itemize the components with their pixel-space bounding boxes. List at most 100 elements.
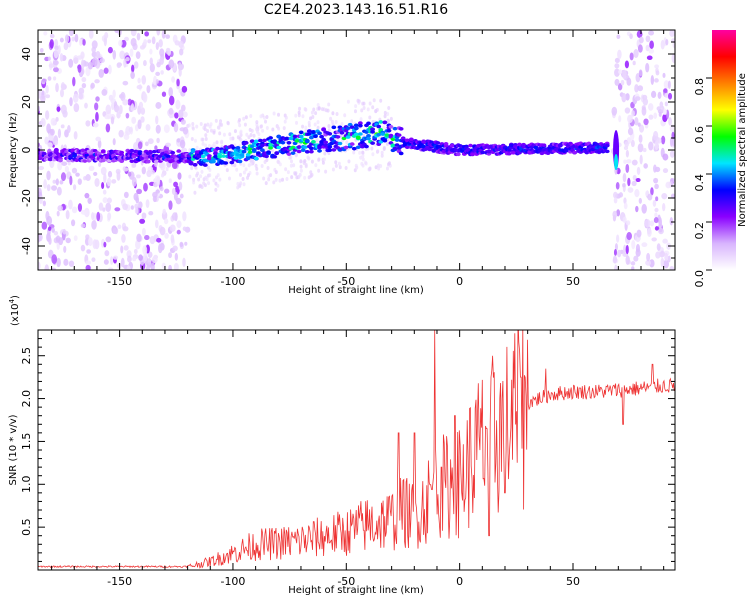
noise-blob — [168, 107, 174, 115]
halo-blob — [203, 127, 207, 132]
band-blob — [353, 126, 359, 130]
halo-blob — [387, 106, 391, 111]
colorbar-tick-label: 0.6 — [693, 126, 706, 144]
noise-blob — [172, 245, 178, 252]
band-blob — [304, 139, 310, 144]
band-blob — [286, 152, 292, 156]
noise-blob — [80, 59, 85, 70]
halo-blob — [340, 121, 344, 126]
noise-blob — [97, 139, 102, 149]
halo-blob — [382, 125, 386, 130]
halo-blob — [335, 111, 339, 116]
noise-blob — [81, 77, 87, 83]
noise-blob — [662, 153, 669, 161]
noise-blob — [159, 186, 164, 192]
noise-blob — [667, 92, 673, 100]
noise-blob — [85, 264, 91, 270]
band-blob — [339, 131, 345, 135]
noise-blob — [648, 48, 655, 54]
noise-blob — [60, 82, 66, 91]
noise-blob — [98, 161, 102, 167]
halo-blob — [374, 165, 378, 170]
noise-blob — [67, 125, 71, 134]
halo-blob — [327, 124, 331, 129]
noise-blob — [658, 227, 664, 235]
halo-blob — [281, 177, 285, 182]
halo-blob — [239, 181, 243, 186]
noise-blob — [638, 134, 643, 143]
halo-blob — [299, 164, 303, 169]
halo-blob — [212, 130, 216, 135]
halo-blob — [249, 133, 253, 138]
noise-blob — [654, 226, 659, 231]
halo-blob — [207, 143, 211, 148]
noise-blob — [171, 161, 178, 169]
halo-blob — [206, 129, 210, 134]
noise-blob — [642, 97, 649, 106]
band-blob — [245, 152, 251, 157]
noise-blob — [134, 203, 139, 210]
halo-blob — [238, 118, 242, 123]
noise-blob — [75, 172, 80, 177]
noise-blob — [81, 68, 85, 75]
noise-blob — [648, 114, 654, 120]
noise-blob — [164, 188, 170, 194]
halo-blob — [324, 169, 328, 174]
noise-blob — [653, 177, 659, 184]
noise-blob — [95, 96, 100, 102]
noise-blob — [671, 53, 675, 64]
noise-blob — [163, 124, 170, 134]
noise-blob — [655, 196, 659, 202]
x-tick-label: -150 — [107, 575, 132, 588]
noise-blob — [165, 47, 171, 55]
band-blob — [304, 150, 310, 154]
noise-blob — [136, 32, 141, 41]
band-blob — [229, 160, 235, 165]
halo-blob — [298, 106, 302, 111]
halo-blob — [359, 155, 363, 160]
band-blob — [260, 143, 265, 148]
noise-blob — [614, 78, 620, 86]
band-blob — [408, 137, 414, 142]
halo-blob — [338, 165, 342, 170]
noise-blob — [648, 103, 654, 111]
band-blob — [435, 141, 441, 145]
halo-blob — [248, 127, 252, 132]
noise-blob — [84, 207, 90, 218]
noise-blob — [665, 181, 672, 189]
noise-blob — [181, 85, 188, 93]
noise-blob — [130, 71, 135, 80]
noise-blob — [617, 49, 622, 60]
noise-blob — [102, 197, 108, 204]
halo-blob — [362, 105, 366, 110]
halo-blob — [272, 111, 276, 116]
band-blob — [349, 142, 355, 146]
noise-blob — [55, 235, 61, 243]
noise-blob — [629, 33, 633, 40]
noise-blob — [175, 99, 181, 110]
noise-blob — [61, 161, 68, 166]
noise-blob — [38, 261, 41, 270]
noise-blob — [661, 135, 666, 145]
band-blob — [237, 159, 243, 164]
halo-blob — [376, 149, 380, 154]
noise-blob — [56, 186, 62, 196]
spectrogram-panel: -150 -100 -50 0 50 -40 -20 0 20 40 Height of str… — [8, 29, 676, 296]
halo-blob — [334, 119, 338, 124]
halo-blob — [327, 102, 331, 107]
noise-blob — [49, 38, 54, 49]
noise-blob — [635, 244, 641, 253]
noise-blob — [176, 138, 181, 143]
noise-blob — [668, 117, 672, 126]
noise-blob — [138, 201, 143, 209]
noise-blob — [78, 38, 83, 46]
noise-blob — [174, 112, 179, 119]
noise-blob — [656, 243, 661, 251]
halo-blob — [380, 150, 384, 155]
band-blob — [337, 141, 343, 146]
band-blob — [272, 154, 278, 159]
noise-blob — [40, 94, 46, 103]
noise-blob — [51, 185, 58, 191]
noise-blob — [104, 114, 111, 120]
band-blob — [388, 124, 394, 129]
